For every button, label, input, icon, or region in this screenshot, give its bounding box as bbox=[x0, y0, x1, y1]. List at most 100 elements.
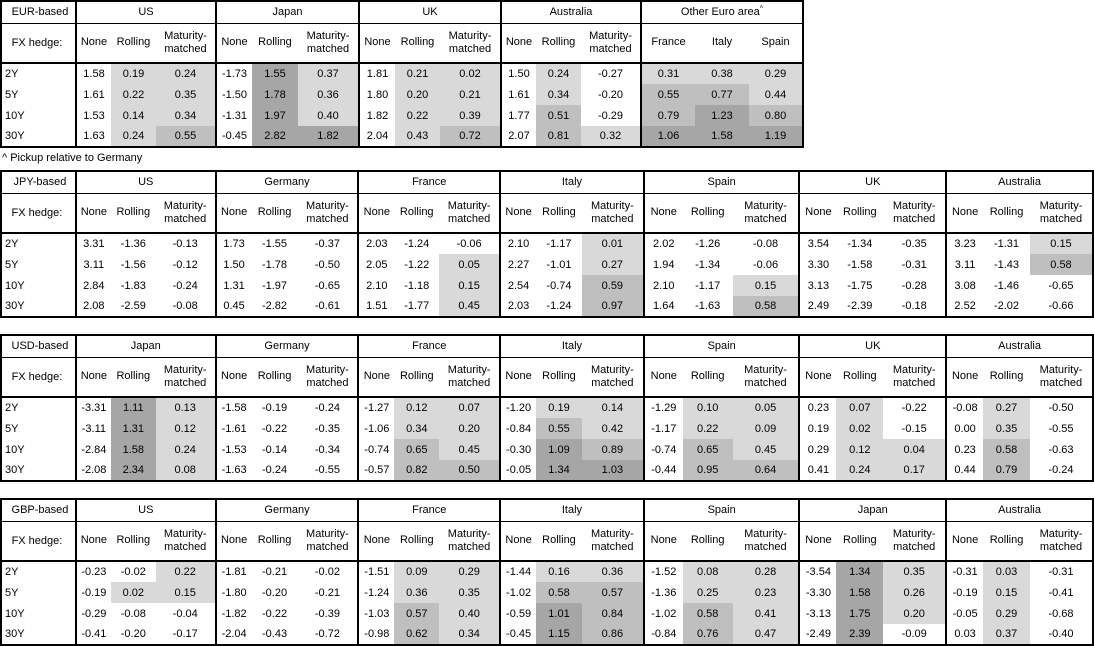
column-header: Maturity-matched bbox=[732, 357, 800, 398]
data-cell: 0.47 bbox=[732, 624, 800, 645]
data-cell: -0.50 bbox=[1048, 402, 1074, 414]
data-cell: -0.84 bbox=[499, 418, 537, 439]
data-cell: 0.43 bbox=[395, 126, 440, 147]
data-cell: 2.10 bbox=[499, 233, 537, 254]
column-header: Maturity-matched bbox=[297, 521, 359, 562]
column-header: None bbox=[499, 193, 537, 234]
data-cell: -1.24 bbox=[357, 582, 395, 603]
data-cell: 0.24 bbox=[155, 439, 216, 460]
data-cell: -0.74 bbox=[642, 439, 683, 460]
column-header: Maturity-matched bbox=[883, 357, 947, 398]
data-cell: 0.35 bbox=[983, 418, 1030, 439]
data-cell: -0.63 bbox=[1048, 443, 1074, 456]
column-header: None bbox=[642, 357, 683, 398]
data-cell: 1.34 bbox=[836, 561, 884, 582]
data-cell: 0.15 bbox=[732, 275, 800, 296]
data-cell: 0.12 bbox=[394, 397, 440, 418]
country-header: Italy bbox=[499, 171, 644, 194]
data-cell: 1.81 bbox=[358, 63, 395, 84]
data-cell: -1.31 bbox=[215, 105, 252, 126]
gbp-based-table: GBP-based US Germany France Italy Spain Japan A… bbox=[0, 498, 1094, 646]
data-cell: 1.64 bbox=[642, 296, 683, 317]
data-cell: -0.05 bbox=[945, 603, 984, 624]
column-header: None bbox=[214, 193, 252, 234]
data-cell: -0.24 bbox=[1048, 464, 1074, 476]
country-header-row: GBP-based US Germany France Italy Spain Japan A… bbox=[1, 499, 1093, 522]
data-cell: 0.04 bbox=[883, 439, 947, 460]
data-cell: 1.31 bbox=[110, 418, 156, 439]
column-header: Rolling bbox=[983, 521, 1030, 562]
data-cell: -0.20 bbox=[597, 88, 624, 101]
column-header: Rolling bbox=[110, 521, 156, 562]
country-header: US bbox=[74, 171, 216, 194]
table-row: 30Y -2.08 2.34 0.08 -1.63 -0.24 -0.55 -0.57 0.82… bbox=[1, 460, 1093, 481]
data-cell: -0.72 bbox=[314, 628, 340, 640]
data-cell: 0.50 bbox=[439, 460, 501, 481]
data-cell: -1.43 bbox=[993, 258, 1020, 271]
row-label: 10Y bbox=[1, 105, 77, 126]
data-cell: 2.39 bbox=[836, 624, 884, 645]
column-header: None bbox=[357, 193, 395, 234]
country-header: Spain bbox=[642, 335, 800, 358]
data-cell: 0.62 bbox=[394, 624, 440, 645]
data-cell: -1.31 bbox=[993, 238, 1020, 250]
data-cell: 0.36 bbox=[394, 582, 440, 603]
data-cell: 0.45 bbox=[439, 439, 501, 460]
data-cell: 0.45 bbox=[439, 296, 501, 317]
table-row: 2Y 3.31 -1.36 -0.13 1.73 -1.55 -0.37 2.03 -1.24 -… bbox=[1, 233, 1093, 254]
data-cell: 0.79 bbox=[640, 105, 695, 126]
country-header: Australia bbox=[945, 335, 1093, 358]
data-cell: 1.58 bbox=[110, 439, 156, 460]
data-cell: 3.54 bbox=[798, 233, 837, 254]
column-header: Maturity-matched bbox=[732, 521, 800, 562]
data-cell: 0.24 bbox=[536, 63, 581, 84]
column-header: Rolling bbox=[536, 521, 582, 562]
data-cell: 0.24 bbox=[836, 460, 884, 481]
table-row: 2Y 1.58 0.19 0.24 -1.73 1.55 0.37 1.81 0.21 0.02 1… bbox=[1, 63, 803, 84]
data-cell: 3.31 bbox=[74, 233, 111, 254]
data-cell: -1.58 bbox=[847, 258, 873, 271]
column-header: Maturity-matched bbox=[883, 193, 947, 234]
data-cell: -1.22 bbox=[404, 258, 430, 271]
data-cell: -0.55 bbox=[1048, 422, 1074, 435]
column-header: Maturity-matched bbox=[581, 23, 641, 64]
data-cell: 2.10 bbox=[357, 275, 395, 296]
column-header: None bbox=[798, 193, 837, 234]
data-cell: 0.03 bbox=[983, 561, 1030, 582]
data-cell: -1.97 bbox=[261, 279, 288, 292]
data-cell: -0.50 bbox=[314, 258, 340, 271]
data-cell: -0.24 bbox=[262, 464, 288, 476]
data-cell: -1.27 bbox=[357, 397, 395, 418]
data-cell: -0.23 bbox=[74, 561, 111, 582]
data-cell: -0.19 bbox=[945, 582, 984, 603]
data-cell: -1.73 bbox=[215, 63, 252, 84]
data-cell: 0.45 bbox=[214, 296, 252, 317]
data-cell: 0.15 bbox=[439, 275, 501, 296]
data-cell: -0.45 bbox=[215, 126, 252, 147]
row-label: 5Y bbox=[1, 254, 77, 275]
data-cell: 2.08 bbox=[74, 296, 111, 317]
data-cell: 0.09 bbox=[394, 561, 440, 582]
country-header-row: JPY-based US Germany France Italy Spain UK Aust… bbox=[1, 171, 1093, 194]
data-cell: -1.53 bbox=[214, 439, 252, 460]
data-cell: 3.23 bbox=[945, 233, 984, 254]
data-cell: 1.34 bbox=[536, 460, 582, 481]
country-header: Italy bbox=[499, 499, 644, 522]
data-cell: -0.14 bbox=[262, 443, 288, 456]
data-cell: 2.04 bbox=[358, 126, 395, 147]
column-header: Maturity-matched bbox=[155, 521, 216, 562]
row-label: 5Y bbox=[1, 582, 77, 603]
fx-hedge-label: FX hedge: bbox=[1, 521, 77, 562]
data-cell: -1.06 bbox=[357, 418, 395, 439]
column-header: Rolling bbox=[536, 193, 582, 234]
data-cell: -0.04 bbox=[172, 607, 198, 620]
data-cell: -0.08 bbox=[945, 397, 984, 418]
data-cell: 0.28 bbox=[732, 561, 800, 582]
data-cell: 0.39 bbox=[440, 105, 501, 126]
column-header: None bbox=[945, 193, 984, 234]
data-cell: 0.44 bbox=[945, 460, 984, 481]
hedge-header-row: FX hedge: None Rolling Maturity-matched None… bbox=[1, 23, 803, 64]
data-cell: 0.57 bbox=[581, 582, 644, 603]
data-cell: 1.94 bbox=[642, 254, 683, 275]
data-cell: -0.44 bbox=[642, 460, 683, 481]
